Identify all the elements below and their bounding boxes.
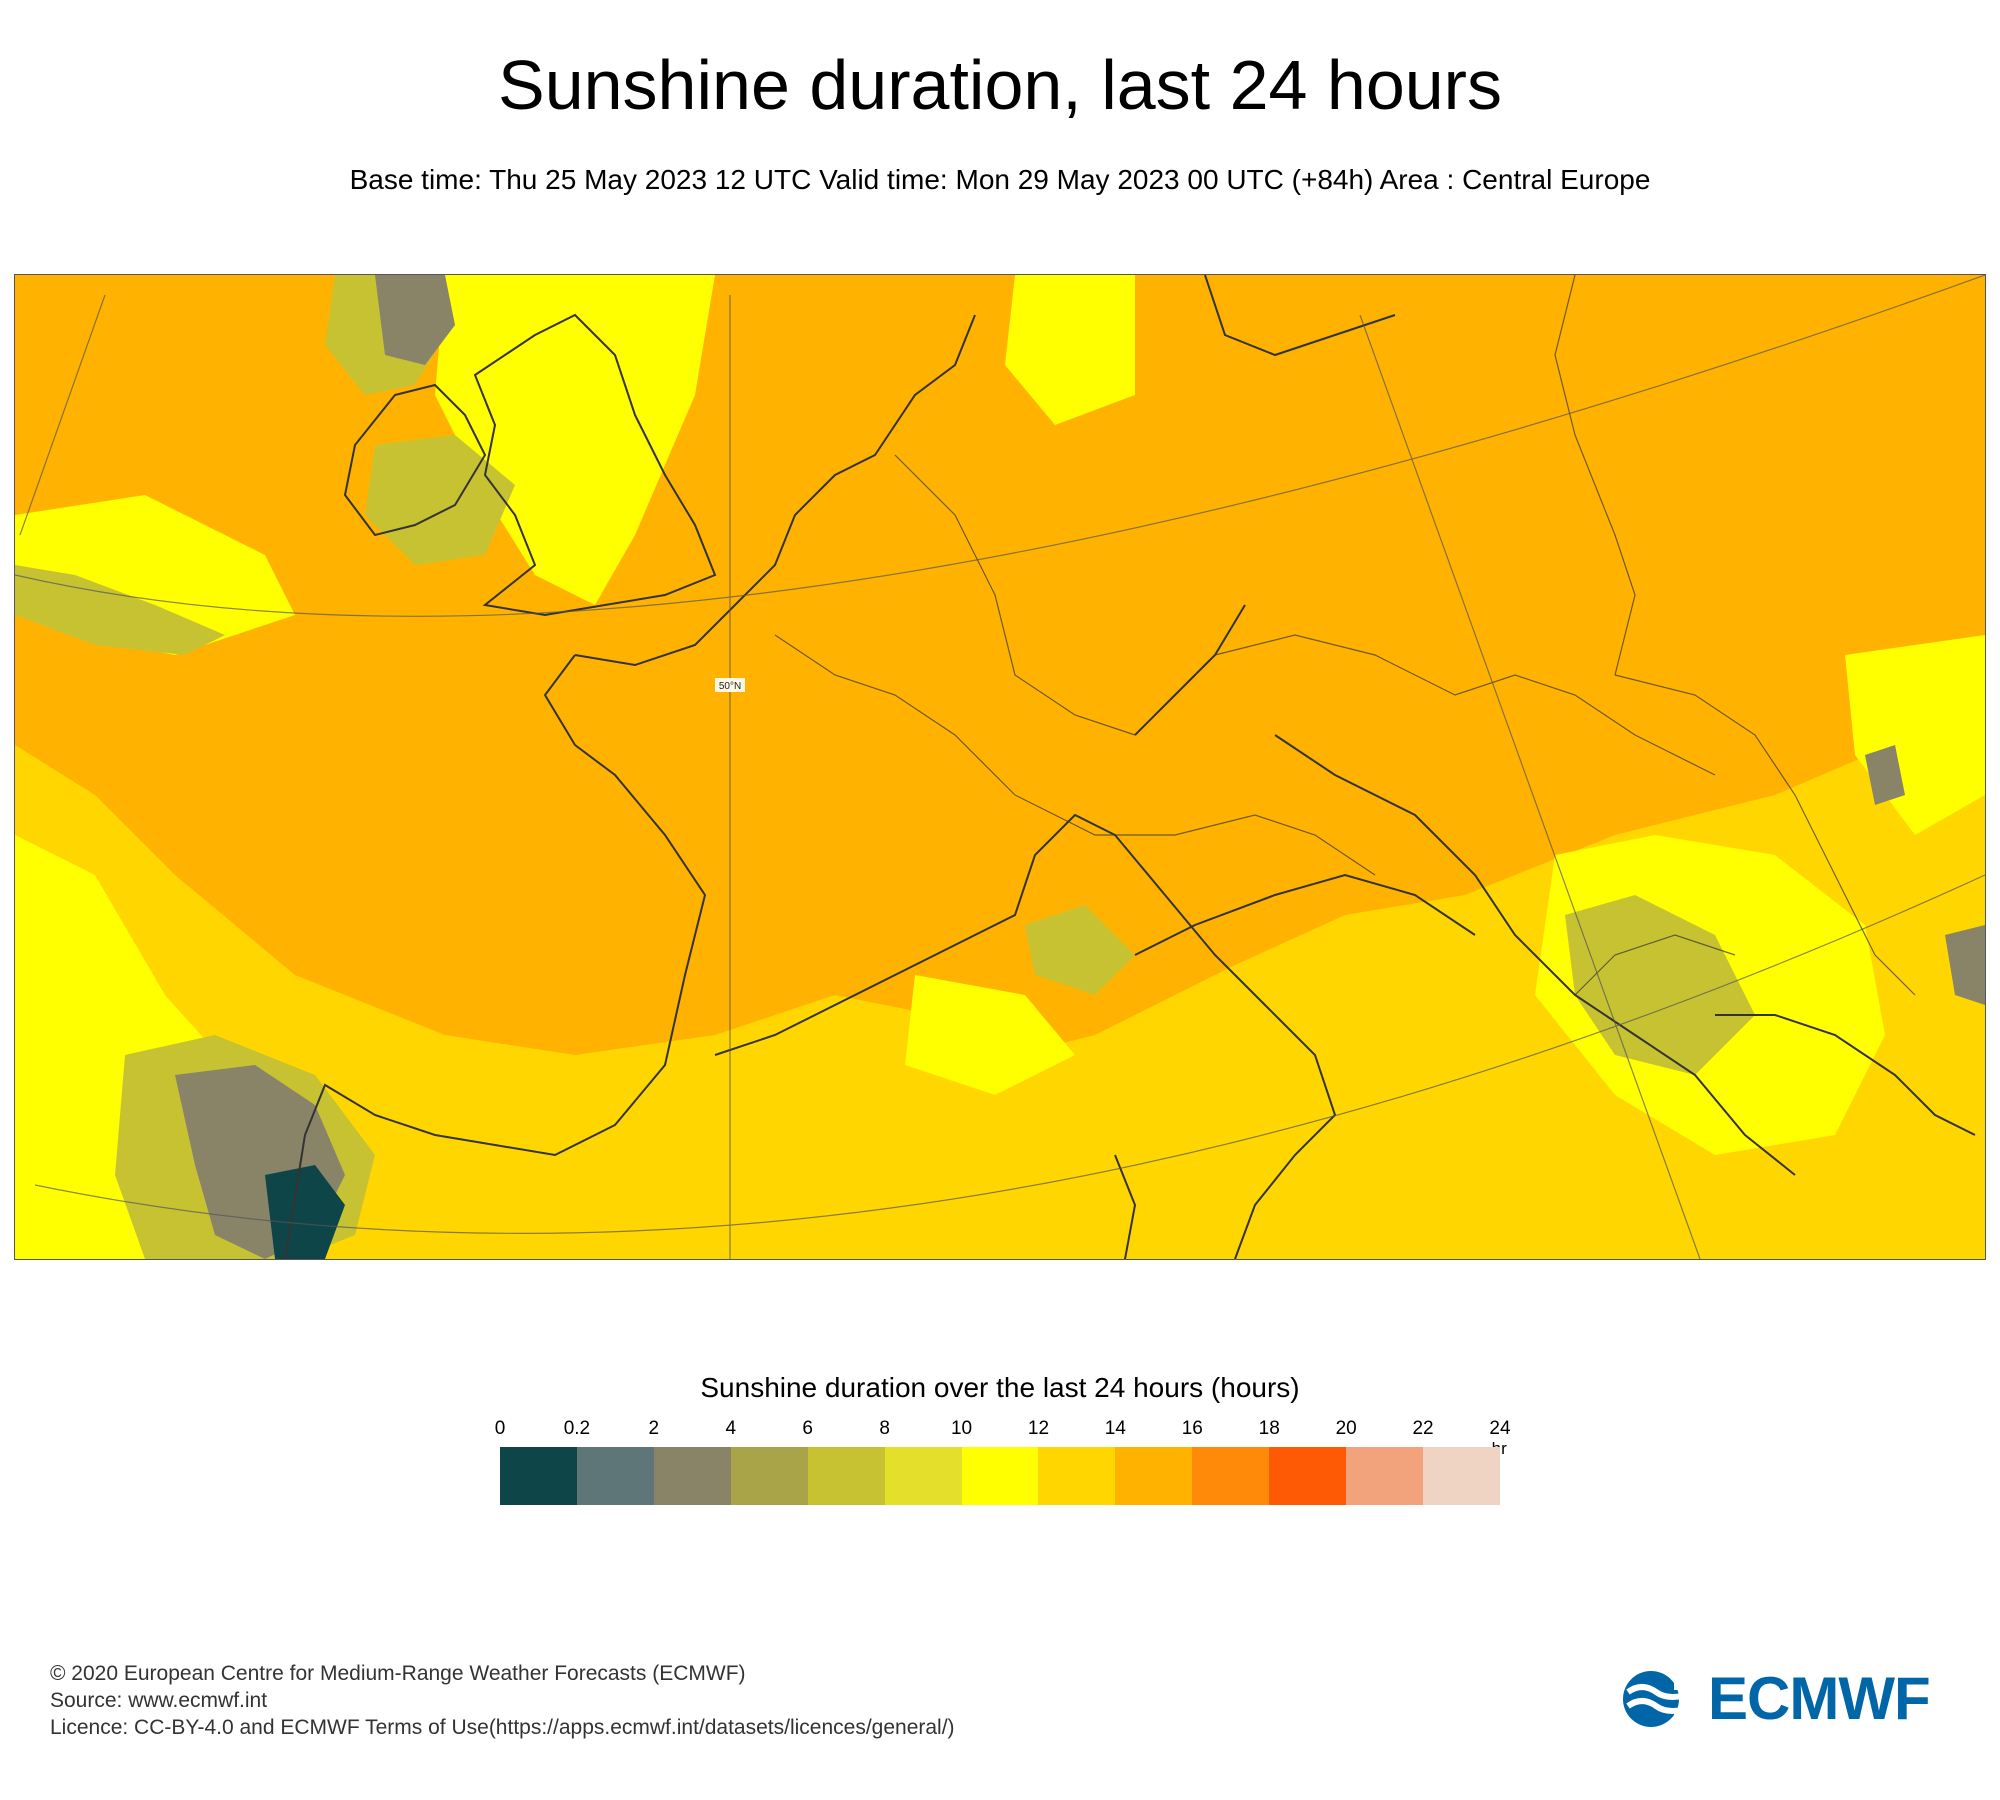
footer-source: Source: www.ecmwf.int (50, 1689, 268, 1712)
latitude-label: 50°N (715, 678, 745, 692)
legend-tick: 24 (1489, 1418, 1511, 1439)
legend-swatch-6 (961, 1447, 1039, 1505)
legend-tick: 2 (648, 1418, 660, 1439)
footer-copyright: © 2020 European Centre for Medium-Range … (50, 1662, 746, 1685)
dark-patches (265, 1165, 345, 1259)
graticule (15, 275, 1985, 1259)
legend-swatch-1 (576, 1447, 654, 1505)
chart-subtitle: Base time: Thu 25 May 2023 12 UTC Valid … (349, 164, 1651, 195)
legend-tick: 20 (1335, 1418, 1357, 1439)
legend-swatch-4 (807, 1447, 885, 1505)
legend-swatch-12 (1423, 1447, 1500, 1505)
legend-swatch-10 (1269, 1447, 1347, 1505)
legend-tick: 14 (1104, 1418, 1126, 1439)
legend-tick: 6 (802, 1418, 813, 1439)
legend-title: Sunshine duration over the last 24 hours… (700, 1372, 1300, 1403)
footer-licence: Licence: CC-BY-4.0 and ECMWF Terms of Us… (50, 1716, 955, 1739)
legend-swatch-7 (1038, 1447, 1116, 1505)
legend-swatch-0 (500, 1447, 577, 1505)
legend-tick: 8 (879, 1418, 890, 1439)
legend-tick: 18 (1258, 1418, 1280, 1439)
legend-swatch-5 (884, 1447, 962, 1505)
ecmwf-logo: ECMWF (1620, 1668, 1952, 1730)
country-borders (774, 275, 1916, 996)
legend-swatch-3 (730, 1447, 808, 1505)
legend-tick: 22 (1412, 1418, 1434, 1439)
legend-swatch-11 (1346, 1447, 1424, 1505)
sunshine-map: 50°N (14, 274, 1986, 1260)
legend-swatch-9 (1192, 1447, 1270, 1505)
legend-tick: 12 (1027, 1418, 1050, 1439)
latitude-label-text: 50°N (719, 681, 741, 692)
legend-tick: 4 (725, 1418, 737, 1439)
legend-colorbar (500, 1447, 1500, 1505)
legend-tick: 10 (950, 1418, 973, 1439)
ecmwf-logo-text: ECMWF (1708, 1665, 1931, 1732)
footer: © 2020 European Centre for Medium-Range … (50, 1660, 955, 1741)
legend-swatch-2 (653, 1447, 731, 1505)
legend-swatch-8 (1115, 1447, 1193, 1505)
legend-tick: 0.2 (563, 1418, 591, 1439)
legend-tick: 16 (1181, 1418, 1203, 1439)
legend-tick: 0 (494, 1418, 506, 1439)
chart-title: Sunshine duration, last 24 hours (498, 46, 1502, 124)
ecmwf-logo-icon (1623, 1671, 1698, 1727)
